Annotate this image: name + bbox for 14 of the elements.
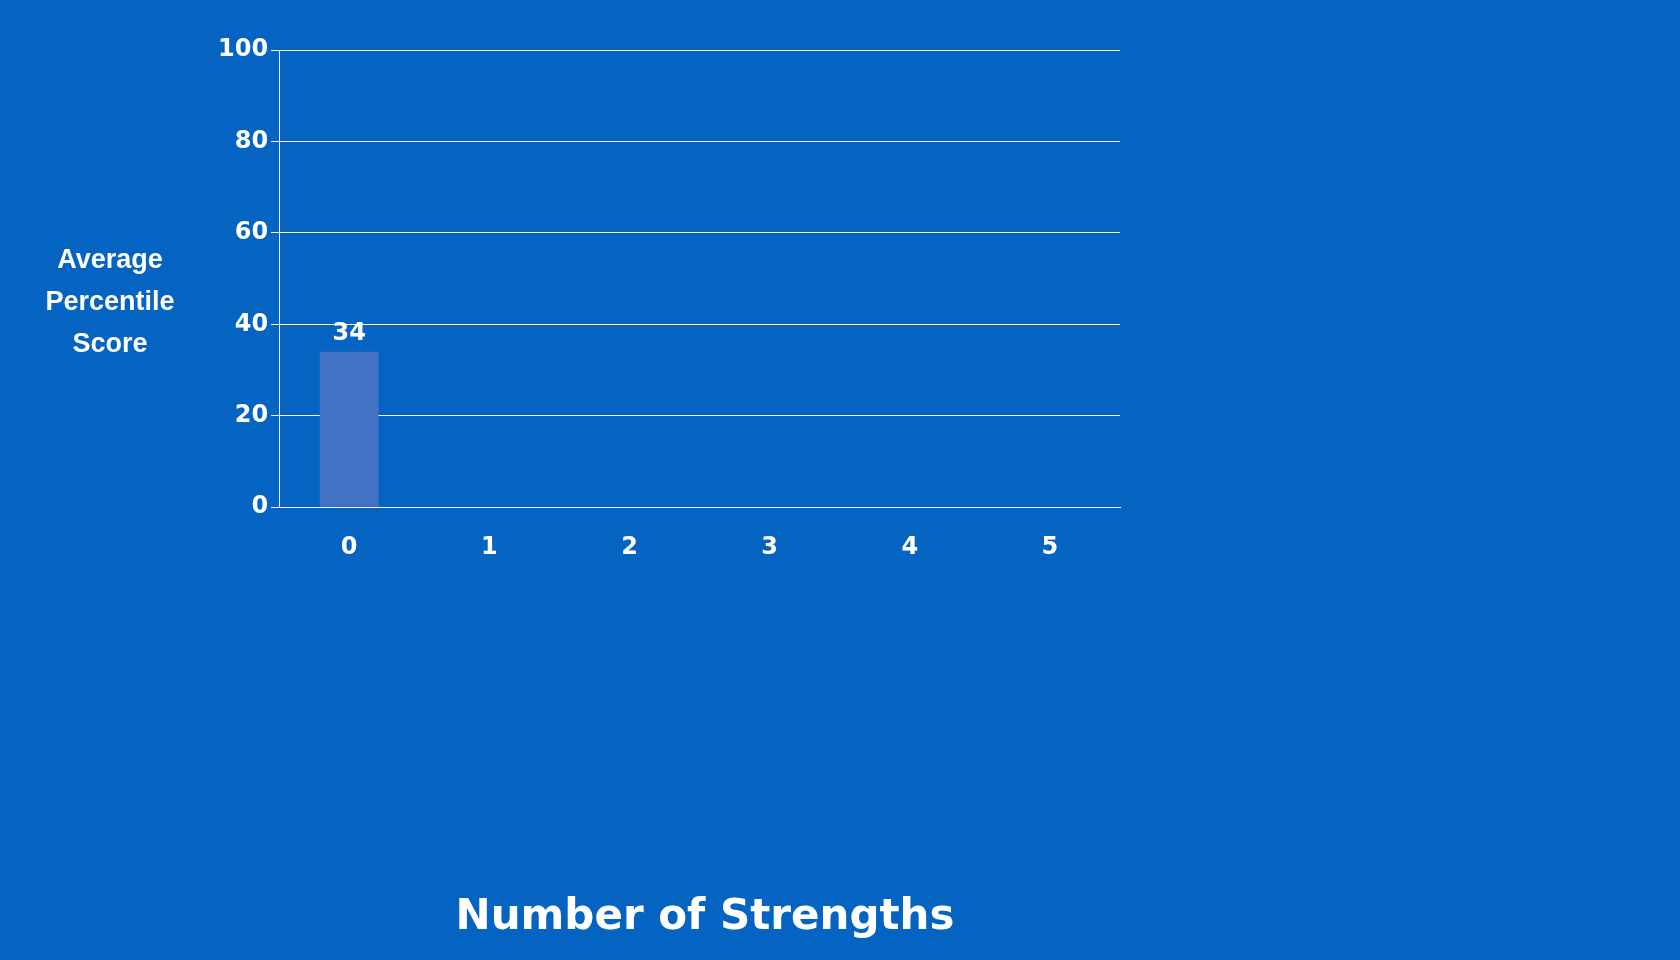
x-tick-label: 4 — [901, 531, 919, 560]
y-tick-label: 60 — [234, 217, 269, 246]
x-tick-label: 0 — [340, 531, 358, 560]
y-tick-label: 80 — [234, 125, 269, 154]
y-tick-label: 100 — [217, 34, 269, 63]
y-tick-label: 20 — [234, 399, 269, 428]
y-tick-label: 40 — [234, 308, 269, 337]
text: Number of Strengths — [454, 890, 956, 939]
x-tick-label: 2 — [621, 531, 638, 560]
y-tick-label: 0 — [251, 491, 269, 520]
x-tick-label: 3 — [761, 531, 778, 560]
x-tick-label: 5 — [1041, 531, 1059, 560]
y-axis-title: Average Percentile Score — [44, 243, 176, 360]
x-tick-label: 1 — [480, 531, 498, 560]
